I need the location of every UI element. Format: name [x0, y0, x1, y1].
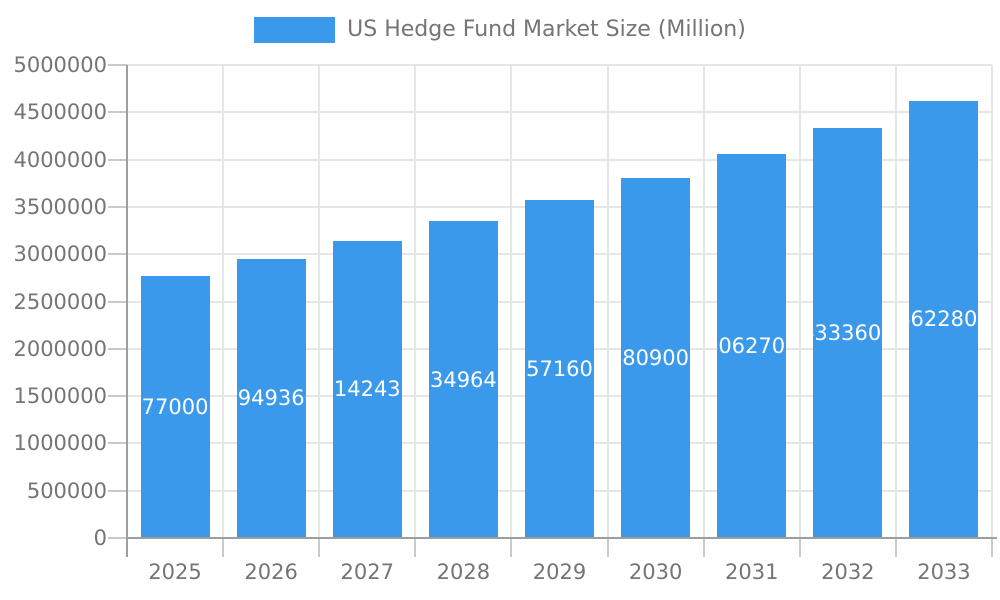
- y-axis-tick: [108, 64, 127, 66]
- bar-value-label: 3571600: [525, 357, 594, 382]
- x-axis-tick: [222, 538, 225, 557]
- gridline-vertical: [318, 65, 321, 538]
- gridline-vertical: [606, 65, 609, 538]
- gridline-vertical: [414, 65, 417, 538]
- x-axis-tick: [894, 538, 897, 557]
- legend-swatch[interactable]: [254, 17, 336, 43]
- y-axis-label: 5000000: [13, 53, 107, 77]
- y-axis-tick: [108, 253, 127, 256]
- bar-2028[interactable]: 3349640: [428, 221, 498, 538]
- x-axis-label-2031: 2031: [724, 560, 779, 584]
- gridline-vertical: [991, 65, 993, 538]
- x-axis-tick: [991, 538, 993, 557]
- gridline-horizontal: [127, 64, 992, 66]
- y-axis-tick: [108, 111, 127, 114]
- y-axis-tick: [108, 158, 127, 161]
- y-axis-label: 1000000: [13, 431, 107, 456]
- bar-value-label: 3142430: [333, 377, 402, 402]
- bar-value-label: 4062700: [717, 333, 786, 358]
- y-axis-label: 2000000: [13, 336, 107, 361]
- bar-2027[interactable]: 3142430: [332, 240, 402, 538]
- y-axis-label: 3500000: [13, 194, 107, 219]
- bar-2033[interactable]: 4622800: [909, 100, 979, 538]
- x-axis-line: [127, 537, 997, 539]
- gridline-vertical: [798, 65, 801, 538]
- bar-value-label: 3809000: [621, 345, 690, 370]
- x-axis-label-2025: 2025: [148, 560, 202, 584]
- x-axis-tick: [318, 538, 321, 557]
- gridline-horizontal: [127, 111, 992, 114]
- gridline-horizontal: [127, 158, 992, 161]
- y-axis-label: 2500000: [13, 289, 107, 314]
- chart-title: US Hedge Fund Market Size (Million): [347, 17, 746, 42]
- y-axis-label: 500000: [26, 478, 107, 503]
- x-axis-label-2029: 2029: [532, 560, 587, 584]
- x-axis-label-2028: 2028: [436, 560, 491, 584]
- bar-2026[interactable]: 2949360: [236, 258, 306, 538]
- y-axis-label: 3000000: [13, 242, 107, 267]
- y-axis-label: 1500000: [13, 384, 107, 409]
- bar-value-label: 3349640: [429, 367, 498, 392]
- gridline-vertical: [702, 65, 705, 538]
- gridline-vertical: [222, 65, 225, 538]
- bar-value-label: 2770000: [141, 394, 210, 419]
- x-axis-tick: [510, 538, 513, 557]
- y-axis-label: 4500000: [13, 100, 107, 125]
- gridline-vertical: [894, 65, 897, 538]
- legend[interactable]: US Hedge Fund Market Size (Million): [0, 17, 1000, 43]
- bar-2029[interactable]: 3571600: [525, 200, 594, 538]
- x-axis-tick: [414, 538, 417, 557]
- x-axis-label-2026: 2026: [244, 560, 298, 584]
- y-axis-tick: [108, 537, 127, 539]
- x-axis-tick: [702, 538, 705, 557]
- x-axis-label-2033: 2033: [917, 560, 971, 584]
- bar-value-label: 2949360: [237, 386, 306, 411]
- x-axis-tick: [606, 538, 609, 557]
- x-axis-label-2027: 2027: [340, 560, 394, 584]
- bar-2031[interactable]: 4062700: [717, 153, 787, 538]
- y-axis-label: 4000000: [13, 147, 107, 172]
- y-axis-tick: [108, 205, 127, 208]
- x-axis-tick: [798, 538, 801, 557]
- bar-2032[interactable]: 4333600: [813, 128, 883, 538]
- y-axis-tick: [108, 300, 127, 303]
- bar-2030[interactable]: 3809000: [621, 177, 691, 538]
- y-axis-tick: [108, 489, 127, 492]
- y-axis-tick: [108, 442, 127, 445]
- bar-2025[interactable]: 2770000: [140, 275, 210, 538]
- y-axis-line: [126, 65, 128, 557]
- bar-value-label: 4622800: [909, 307, 978, 332]
- y-axis-tick: [108, 395, 127, 398]
- gridline-vertical: [510, 65, 513, 538]
- x-axis-label-2032: 2032: [821, 560, 875, 584]
- y-axis-label: 0: [93, 526, 107, 550]
- y-axis-tick: [108, 347, 127, 350]
- x-axis-label-2030: 2030: [628, 560, 683, 584]
- bar-value-label: 4333600: [813, 321, 882, 345]
